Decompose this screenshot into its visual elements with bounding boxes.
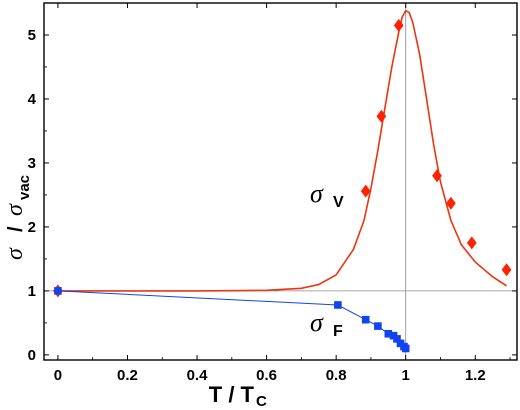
fit-curve-layer [57,9,508,292]
x-tick-label: 1 [402,367,410,384]
x-axis-title: T / T [209,382,255,407]
sigma-f-point [401,344,410,353]
series-layer [53,18,512,353]
x-tick-label: 0 [54,367,62,384]
series-label-v: σ V [310,179,344,211]
sigma-v-point [446,196,456,210]
y-axis-sigma: σ [2,247,28,260]
sigma-v-point [360,184,371,198]
sigma-v-point [432,169,442,183]
x-axis-title-main: T / T [209,382,255,407]
series-v [53,18,512,298]
x-tick-label: 0.2 [117,367,138,384]
y-axis-subscript: vac [16,175,33,200]
x-tick-label: 0.6 [256,367,277,384]
sigma-f-point [374,322,382,330]
y-tick-label: 3 [28,155,36,172]
x-tick-label: 0.4 [187,367,209,384]
series-label-f-sigma: σ [310,308,324,337]
x-axis-title-subscript: C [256,393,267,410]
sigma-f-point [393,335,401,343]
sigma-f-point [384,329,393,338]
sigma-f-point [361,315,370,324]
series-label-v-sub: V [333,194,344,211]
sigma-v-point [376,109,387,123]
sigma-v-point [466,236,477,250]
series-label-f: σ F [310,308,343,340]
plot-border [43,2,518,361]
series-label-v-sigma: σ [310,179,324,208]
x-tick-label: 1.2 [465,367,486,384]
sigma-v-point [393,18,404,32]
y-axis-title: σ / σ vac [2,175,33,260]
y-tick-label: 5 [28,27,36,44]
y-tick-label: 1 [28,283,36,300]
sigma-f-connecting-line [57,290,407,349]
plot-frame [43,2,518,361]
sigma-f-point [334,301,342,309]
y-tick-label: 2 [28,219,36,236]
sigma-v-point [501,263,512,277]
series-label-f-sub: F [333,323,343,340]
reference-lines [44,3,517,360]
sigma-f-point [54,287,62,295]
y-tick-label: 4 [28,91,37,108]
y-tick-label: 0 [28,347,36,364]
y-axis-slash: / [5,226,27,232]
x-tick-label: 0.8 [326,367,347,384]
y-axis-sigma2: σ [2,203,28,216]
y-axis-ticks: 0 1 2 3 4 5 [28,27,517,364]
series-f [54,287,410,353]
sigma-v-fit-curve [57,9,508,292]
x-axis-ticks: 0 0.2 0.4 0.6 0.8 1 1.2 [54,3,511,384]
